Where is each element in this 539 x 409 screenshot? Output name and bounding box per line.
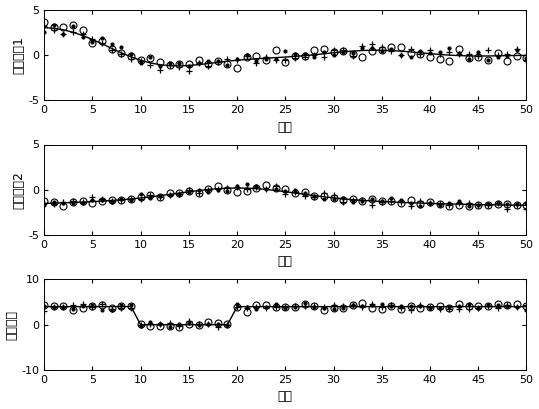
Y-axis label: 状态分量1: 状态分量1 [12,36,25,74]
X-axis label: 时刻: 时刻 [278,121,293,134]
Y-axis label: 未知输入: 未知输入 [5,310,18,340]
Y-axis label: 状态分量2: 状态分量2 [12,171,25,209]
X-axis label: 时刻: 时刻 [278,256,293,268]
X-axis label: 时刻: 时刻 [278,391,293,403]
